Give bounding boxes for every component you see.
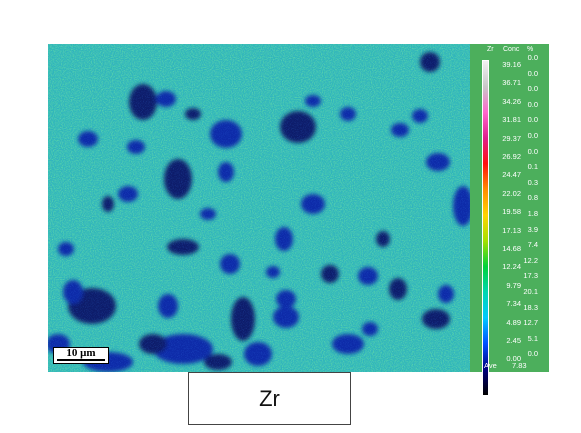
conc-value-label: 14.68 — [502, 244, 521, 253]
map-blue-speckle — [48, 44, 470, 372]
scale-bar: 10 μm — [53, 347, 109, 364]
legend-ave-label: Ave — [484, 361, 497, 370]
conc-value-label: 31.81 — [502, 115, 521, 125]
pct-value-label: 0.3 — [527, 177, 538, 187]
conc-value-label: 0.00 — [506, 354, 521, 364]
scale-bar-label: 10 μm — [66, 347, 96, 359]
concentration-legend: Zr Conc % 39.16 36.71 34.26 31.81 29.37 26.92… — [470, 44, 549, 396]
zr-concentration-map — [48, 44, 470, 372]
pct-value-label: 0.0 — [527, 146, 538, 156]
element-caption-label: Zr — [259, 385, 280, 411]
conc-value-label: 29.37 — [502, 133, 521, 143]
conc-value-label: 34.26 — [502, 96, 521, 106]
element-caption-box: Zr — [188, 372, 351, 425]
pct-value-label: 0.0 — [527, 349, 538, 359]
conc-value-label: 19.58 — [502, 207, 521, 217]
pct-value-label: 0.0 — [527, 68, 538, 78]
pct-value-label: 0.0 — [527, 84, 538, 94]
legend-conc-header: Conc — [503, 46, 520, 53]
pct-value-label: 3.9 — [527, 224, 538, 234]
conc-value-label: 2.45 — [506, 336, 521, 345]
pct-value-label: 17.3 — [523, 271, 538, 281]
pct-value-label: 20.1 — [523, 287, 538, 296]
conc-value-label: 26.92 — [502, 152, 521, 161]
color-scale-bar — [482, 60, 489, 396]
pct-value-label: 12.2 — [523, 255, 538, 265]
pct-value-label: 7.4 — [527, 240, 538, 250]
conc-value-label: 9.79 — [506, 280, 521, 290]
conc-value-label: 36.71 — [502, 78, 521, 88]
conc-value-label: 24.47 — [502, 170, 521, 180]
conc-value-label: 4.89 — [506, 317, 521, 327]
pct-value-label: 0.0 — [527, 99, 538, 109]
conc-value-label: 12.24 — [502, 262, 521, 272]
legend-element-header: Zr — [487, 46, 494, 53]
conc-value-label: 17.13 — [502, 225, 521, 235]
pct-value-label: 0.0 — [527, 131, 538, 140]
conc-value-label: 39.16 — [502, 60, 521, 69]
legend-ave-value: 7.83 — [512, 361, 527, 370]
pct-value-label: 12.7 — [523, 318, 538, 328]
pct-value-label: 0.1 — [527, 162, 538, 172]
pct-value-label: 0.8 — [527, 193, 538, 203]
pct-value-label: 18.3 — [523, 302, 538, 312]
pct-value-label: 0.0 — [527, 53, 538, 62]
elemental-map — [48, 44, 470, 372]
scale-bar-line — [57, 359, 105, 361]
pct-value-label: 0.0 — [527, 115, 538, 125]
pct-value-label: 1.8 — [527, 209, 538, 218]
pct-value-label: 5.1 — [527, 333, 538, 343]
conc-value-label: 7.34 — [506, 299, 521, 309]
legend-pct-header: % — [527, 46, 534, 53]
conc-value-label: 22.02 — [502, 188, 521, 198]
